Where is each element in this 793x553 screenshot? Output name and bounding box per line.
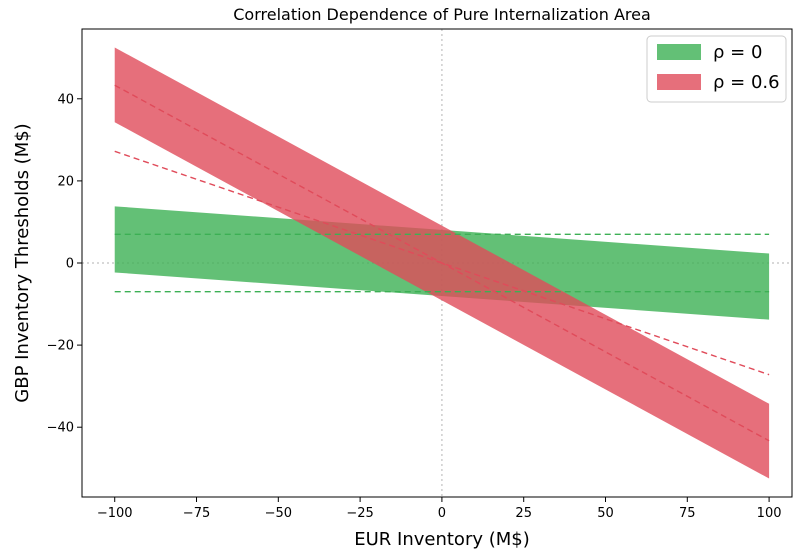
x-tick-label: −25 — [346, 506, 373, 521]
axis-ticks: −100 −75 −50 −25 0 25 50 75 100 −40 −20 0 20 40 — [47, 92, 782, 521]
x-tick-label: 75 — [679, 506, 696, 521]
legend-swatch-series-0 — [657, 44, 701, 60]
y-tick-label: −40 — [47, 421, 74, 436]
y-tick-label: 20 — [57, 174, 74, 189]
x-tick-label: 100 — [757, 506, 782, 521]
y-tick-label: 0 — [66, 257, 74, 272]
legend-label-series-1: ρ = 0.6 — [713, 72, 780, 93]
legend-swatch-series-1 — [657, 74, 701, 90]
x-axis-label: EUR Inventory (M$) — [354, 529, 530, 550]
x-tick-label: −100 — [97, 506, 133, 521]
x-tick-label: −50 — [265, 506, 292, 521]
y-tick-label: 40 — [57, 92, 74, 107]
x-tick-label: 25 — [515, 506, 532, 521]
chart-title: Correlation Dependence of Pure Internali… — [233, 5, 651, 24]
y-tick-label: −20 — [47, 339, 74, 354]
plot-area — [82, 29, 792, 497]
x-tick-label: 0 — [438, 506, 446, 521]
x-tick-label: −75 — [183, 506, 210, 521]
dashed-line-series-1-1 — [114, 150, 770, 376]
legend: ρ = 0 ρ = 0.6 — [646, 35, 787, 103]
x-tick-label: 50 — [597, 506, 614, 521]
legend-label-series-0: ρ = 0 — [713, 42, 762, 63]
y-axis-label: GBP Inventory Thresholds (M$) — [12, 123, 33, 402]
